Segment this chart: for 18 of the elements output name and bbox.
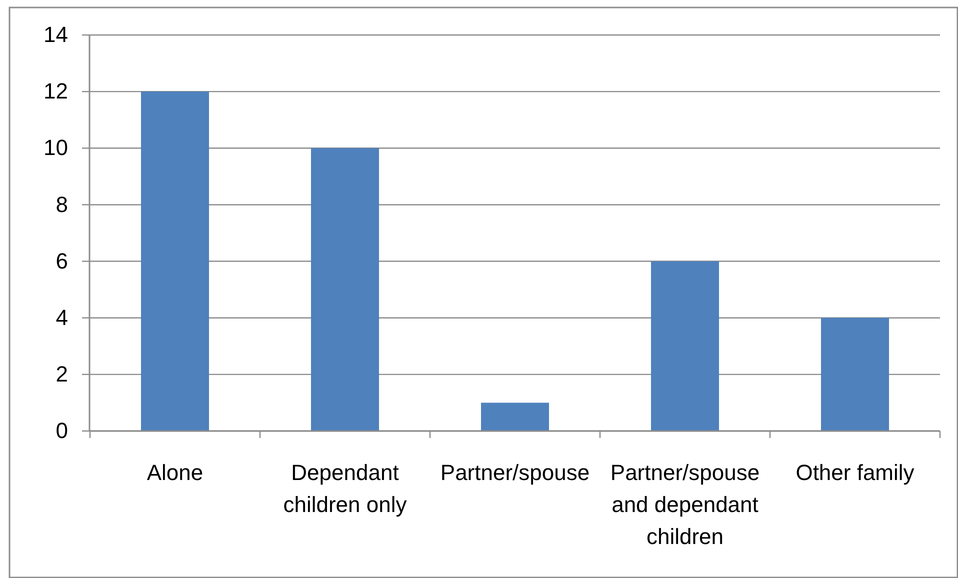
- y-tick-label: 10: [44, 135, 68, 160]
- y-tick-label: 14: [44, 22, 68, 48]
- x-tick-label: Partner/spouse: [440, 460, 590, 485]
- bar: [141, 92, 209, 431]
- bar: [651, 261, 719, 431]
- y-tick-label: 8: [56, 192, 68, 217]
- x-tick-label: Partner/spouse and dependant children: [610, 460, 760, 549]
- y-tick-label: 12: [44, 78, 68, 104]
- y-tick-label: 0: [56, 418, 68, 444]
- bar: [821, 318, 889, 431]
- y-tick-label: 2: [56, 361, 68, 386]
- x-tick-label: Other family: [796, 460, 914, 485]
- y-tick-label: 4: [56, 304, 68, 330]
- bar: [481, 402, 549, 431]
- x-tick-label: Alone: [146, 460, 204, 485]
- x-tick-label: Dependant children only: [283, 460, 407, 517]
- y-tick-label: 6: [56, 248, 68, 274]
- bar: [311, 148, 379, 431]
